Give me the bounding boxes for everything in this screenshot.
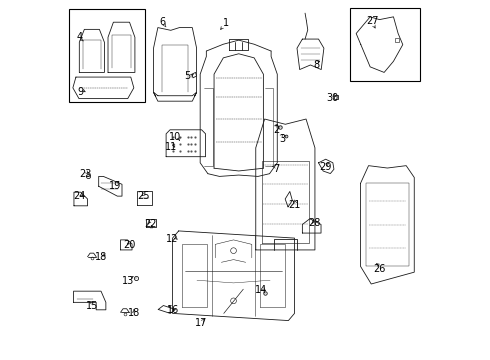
Text: 7: 7 bbox=[273, 164, 280, 174]
Text: 24: 24 bbox=[73, 191, 86, 201]
Text: 30: 30 bbox=[327, 93, 339, 103]
Text: 29: 29 bbox=[319, 162, 332, 172]
Text: 2: 2 bbox=[273, 125, 279, 135]
Text: 10: 10 bbox=[169, 132, 181, 142]
Text: 6: 6 bbox=[159, 17, 166, 27]
Text: 13: 13 bbox=[122, 276, 135, 286]
Text: 16: 16 bbox=[167, 305, 179, 315]
Text: 18: 18 bbox=[95, 252, 107, 262]
Text: 25: 25 bbox=[138, 191, 150, 201]
Text: 11: 11 bbox=[165, 141, 177, 152]
Text: 8: 8 bbox=[314, 60, 320, 70]
Text: 3: 3 bbox=[279, 134, 285, 144]
Text: 21: 21 bbox=[288, 200, 301, 210]
Bar bbox=[350, 8, 420, 81]
Text: 12: 12 bbox=[167, 234, 179, 244]
Text: 23: 23 bbox=[79, 169, 92, 179]
Text: 18: 18 bbox=[128, 308, 140, 318]
Text: 22: 22 bbox=[145, 219, 157, 229]
Text: 27: 27 bbox=[366, 17, 379, 27]
Text: 20: 20 bbox=[123, 239, 136, 249]
Text: 19: 19 bbox=[109, 181, 122, 192]
Text: 5: 5 bbox=[185, 71, 191, 81]
Text: 1: 1 bbox=[223, 18, 229, 28]
Text: 9: 9 bbox=[77, 87, 83, 97]
Text: 15: 15 bbox=[86, 301, 98, 311]
Text: 28: 28 bbox=[309, 218, 321, 228]
Bar bbox=[69, 9, 145, 102]
Text: 4: 4 bbox=[76, 32, 82, 41]
Text: 14: 14 bbox=[255, 285, 267, 296]
Text: 26: 26 bbox=[373, 264, 386, 274]
Text: 17: 17 bbox=[195, 319, 207, 328]
